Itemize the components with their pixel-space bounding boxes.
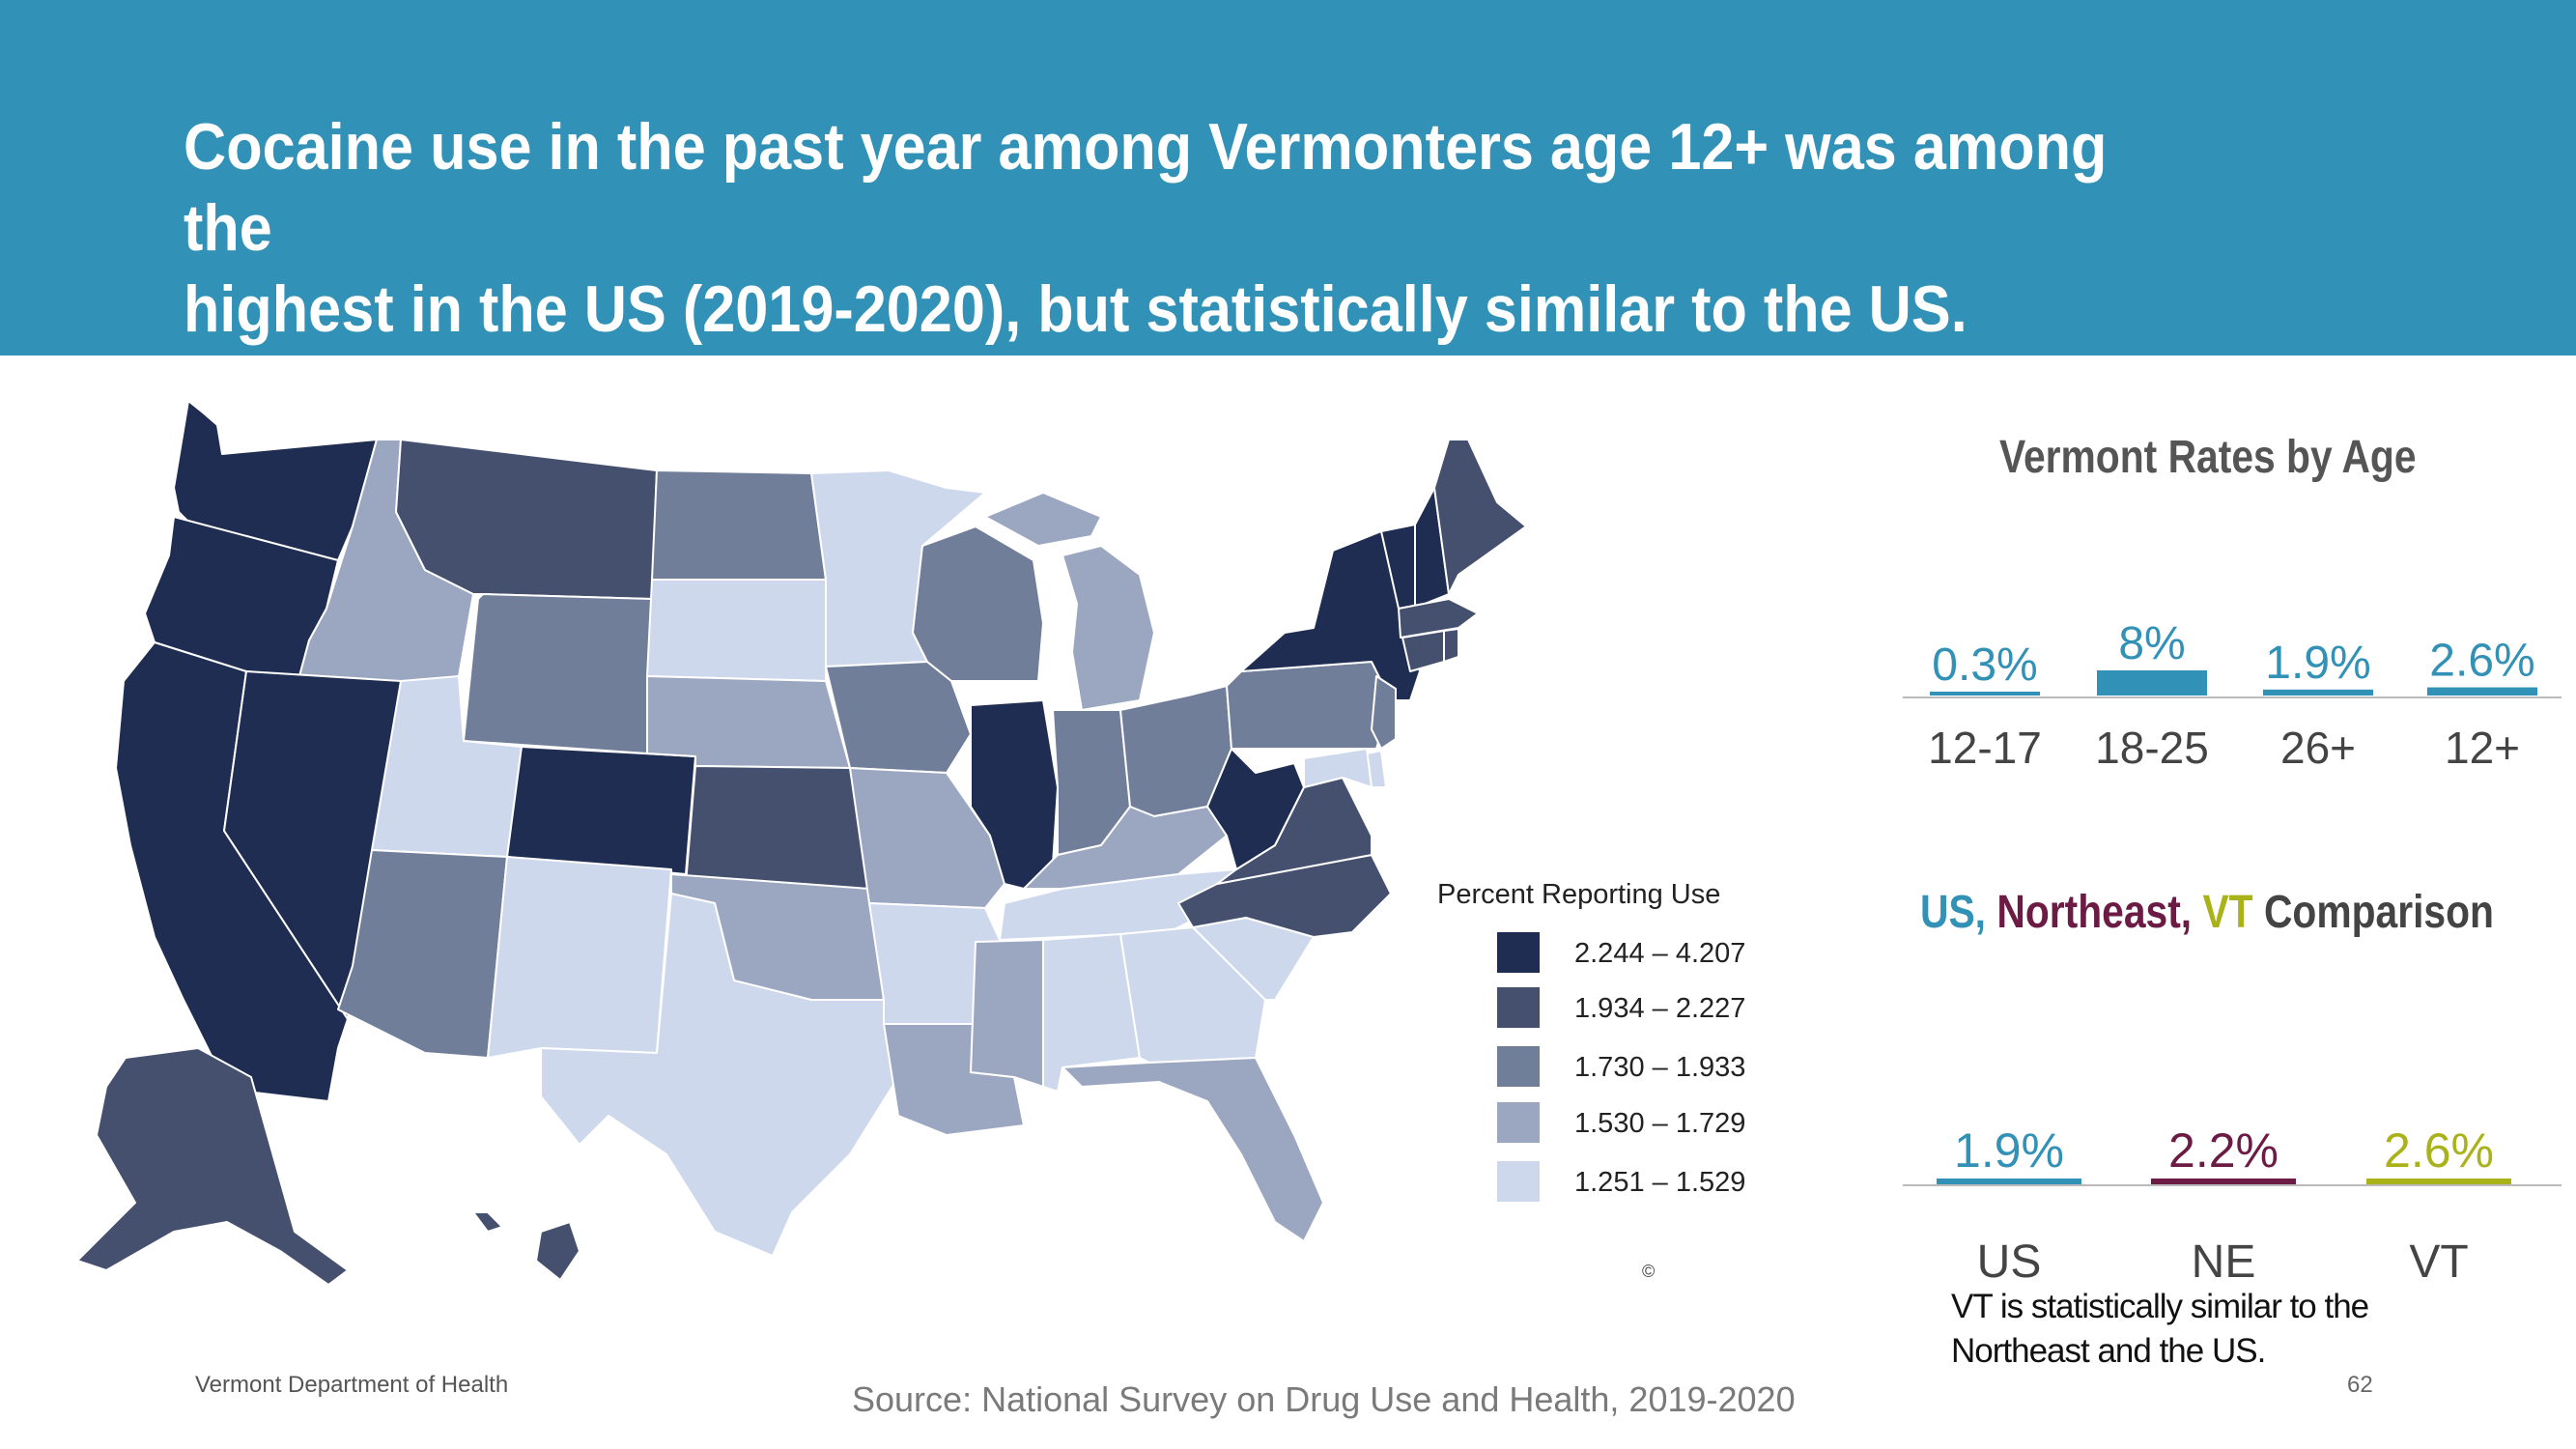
legend-label: 1.251 – 1.529 <box>1574 1167 1746 1198</box>
footer-org: Vermont Department of Health <box>195 1372 509 1398</box>
note-line-2: Northeast and the US. <box>1951 1332 2266 1370</box>
legend-label: 1.934 – 2.227 <box>1574 993 1746 1024</box>
comparison-bar <box>2151 1179 2296 1184</box>
age-value-label: 1.9% <box>2265 638 2370 689</box>
title-comma-2: , <box>2180 887 2203 938</box>
age-bar <box>2427 687 2537 696</box>
state-texas <box>540 893 899 1257</box>
state-florida <box>1062 1057 1324 1242</box>
comparison-chart: 1.9% US 2.2% NE 2.6% VT <box>1903 1123 2562 1288</box>
legend-label: 1.530 – 1.729 <box>1574 1108 1746 1139</box>
state-maine <box>1433 439 1527 595</box>
comparison-value-label: 2.2% <box>2168 1123 2279 1178</box>
state-connecticut <box>1401 630 1445 672</box>
comparison-category-label: NE <box>2192 1236 2256 1288</box>
state-pennsylvania <box>1226 661 1392 750</box>
copyright-mark: © <box>1642 1262 1656 1281</box>
title-banner: Cocaine use in the past year among Vermo… <box>0 0 2576 355</box>
age-value-label: 0.3% <box>1932 639 2037 691</box>
age-category-label: 18-25 <box>2095 723 2209 773</box>
state-rhode-island <box>1443 628 1459 663</box>
state-hawaii <box>535 1221 580 1281</box>
age-bar <box>1930 692 2040 696</box>
state-maryland <box>1303 748 1373 788</box>
age-chart-title: Vermont Rates by Age <box>1999 432 2417 483</box>
state-new-mexico <box>487 856 672 1059</box>
age-bar <box>2097 670 2207 696</box>
page-number: 62 <box>2347 1372 2373 1398</box>
title-us: US <box>1920 887 1975 938</box>
footer-source: Source: National Survey on Drug Use and … <box>852 1379 1796 1419</box>
comparison-bar <box>1937 1179 2081 1184</box>
state-nebraska <box>646 675 851 769</box>
age-category-label: 12-17 <box>1928 723 2042 773</box>
age-category-label: 12+ <box>2445 723 2520 773</box>
state-south-dakota <box>646 579 827 682</box>
state-hawaii-islands <box>472 1211 503 1233</box>
title-comma-1: , <box>1974 887 1997 938</box>
note-line-1: VT is statistically similar to the <box>1951 1288 2369 1325</box>
legend-swatch <box>1497 1102 1540 1143</box>
us-map-svg <box>76 400 1527 1286</box>
state-mississippi <box>970 939 1044 1088</box>
comparison-chart-title: US, Northeast, VT Comparison <box>1920 886 2494 939</box>
state-illinois <box>970 699 1059 890</box>
state-kansas <box>685 765 870 890</box>
legend-title: Percent Reporting Use <box>1437 879 1721 910</box>
slide-title-line-2: highest in the US (2019-2020), but stati… <box>184 272 1967 346</box>
age-value-label: 8% <box>2118 618 2185 669</box>
state-michigan-up <box>984 492 1102 547</box>
comparison-value-label: 1.9% <box>1954 1123 2064 1178</box>
state-wyoming <box>463 593 653 754</box>
state-colorado <box>506 746 696 875</box>
state-michigan <box>1062 545 1155 711</box>
state-massachusetts <box>1398 598 1479 639</box>
slide-title-line-1: Cocaine use in the past year among Vermo… <box>184 110 2108 265</box>
comparison-note: VT is statistically similar to the North… <box>1951 1285 2492 1374</box>
title-comparison: Comparison <box>2252 887 2494 938</box>
us-choropleth-map <box>19 382 1584 1299</box>
comparison-category-label: US <box>1977 1236 2042 1288</box>
comparison-value-label: 2.6% <box>2384 1123 2494 1178</box>
map-legend: Percent Reporting Use 2.244 – 4.207 1.93… <box>1437 879 1824 1227</box>
age-bar <box>2263 689 2373 696</box>
legend-swatch <box>1497 932 1540 973</box>
state-new-jersey <box>1371 675 1397 750</box>
age-rates-chart: 0.3% 12-17 8% 18-25 1.9% 26+ 2.6% 12+ <box>1903 618 2562 773</box>
legend-swatch <box>1497 1046 1540 1087</box>
comparison-category-label: VT <box>2409 1236 2468 1288</box>
comparison-bar <box>2366 1179 2511 1184</box>
state-wisconsin <box>912 526 1044 682</box>
legend-swatch <box>1497 1161 1540 1202</box>
state-montana <box>395 439 658 600</box>
title-northeast: Northeast <box>1996 887 2181 938</box>
state-north-dakota <box>651 469 827 581</box>
state-alaska <box>76 1047 349 1286</box>
legend-swatch <box>1497 987 1540 1028</box>
slide-title: Cocaine use in the past year among Vermo… <box>184 106 2183 350</box>
legend-label: 2.244 – 4.207 <box>1574 938 1746 969</box>
title-vt: VT <box>2202 887 2253 938</box>
legend-label: 1.730 – 1.933 <box>1574 1052 1746 1083</box>
age-category-label: 26+ <box>2280 723 2356 773</box>
state-new-hampshire <box>1414 487 1450 607</box>
age-value-label: 2.6% <box>2429 636 2534 687</box>
